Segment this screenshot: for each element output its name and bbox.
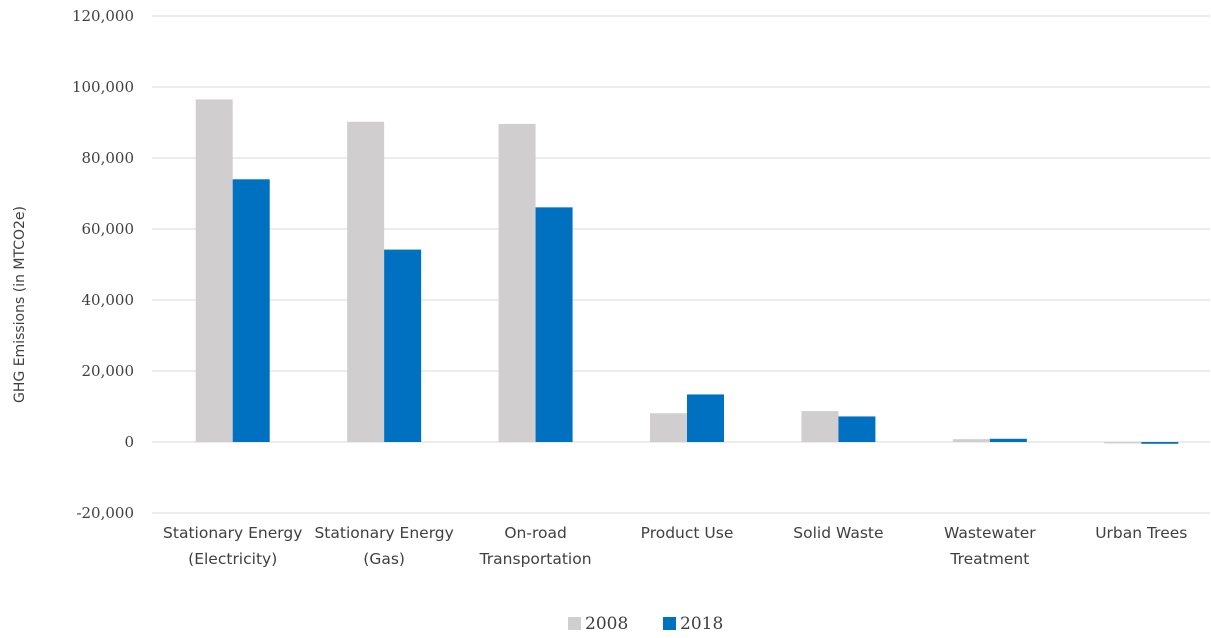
bar-2008-3 xyxy=(650,413,687,442)
bars xyxy=(195,99,1179,444)
bar-2018-2 xyxy=(535,207,573,442)
bar-2008-5 xyxy=(952,439,990,442)
bar-2018-5 xyxy=(989,438,1027,442)
bar-2018-6 xyxy=(1141,442,1179,444)
bar-2018-4 xyxy=(838,416,876,442)
y-tick-label: 40,000 xyxy=(82,291,135,309)
category-label: Transportation xyxy=(479,550,592,568)
bar-2018-3 xyxy=(687,394,724,442)
legend-label-2008: 2008 xyxy=(585,614,628,634)
bar-2008-6 xyxy=(1104,442,1142,444)
bar-2008-1 xyxy=(347,121,385,442)
category-label: Product Use xyxy=(641,524,734,542)
y-axis-ticks: -20,000 0 20,000 40,000 60,000 80,000 100,000 1… xyxy=(72,7,134,522)
category-label: Stationary Energy xyxy=(314,524,453,542)
y-tick-label: 100,000 xyxy=(72,78,134,96)
y-tick-label: 60,000 xyxy=(82,220,135,238)
category-label: Wastewater xyxy=(944,524,1036,542)
y-axis-label: GHG Emissions (in MTCO2e) xyxy=(12,206,28,403)
category-label: Urban Trees xyxy=(1095,524,1187,542)
legend-swatch-2008 xyxy=(568,617,581,630)
y-tick-label: 0 xyxy=(124,433,134,451)
category-label: Stationary Energy xyxy=(163,524,302,542)
bar-2018-1 xyxy=(384,249,422,442)
legend-label-2018: 2018 xyxy=(680,614,723,634)
category-label: (Gas) xyxy=(363,550,405,568)
category-label: Treatment xyxy=(949,550,1029,568)
y-tick-label: -20,000 xyxy=(76,504,134,522)
category-label: (Electricity) xyxy=(188,550,277,568)
bar-2008-4 xyxy=(801,411,839,442)
gridlines xyxy=(152,15,1210,514)
y-tick-label: 20,000 xyxy=(82,362,135,380)
y-tick-label: 120,000 xyxy=(72,7,134,25)
category-label: Solid Waste xyxy=(793,524,883,542)
bar-2008-2 xyxy=(498,123,536,443)
legend-swatch-2018 xyxy=(663,617,676,630)
y-tick-label: 80,000 xyxy=(82,149,135,167)
bar-2008-0 xyxy=(195,99,233,443)
x-axis-categories: Stationary Energy (Electricity) Stationary… xyxy=(163,524,1187,568)
category-label: On-road xyxy=(504,524,566,542)
legend: 2008 2018 xyxy=(568,614,723,634)
bar-2018-0 xyxy=(232,179,270,443)
